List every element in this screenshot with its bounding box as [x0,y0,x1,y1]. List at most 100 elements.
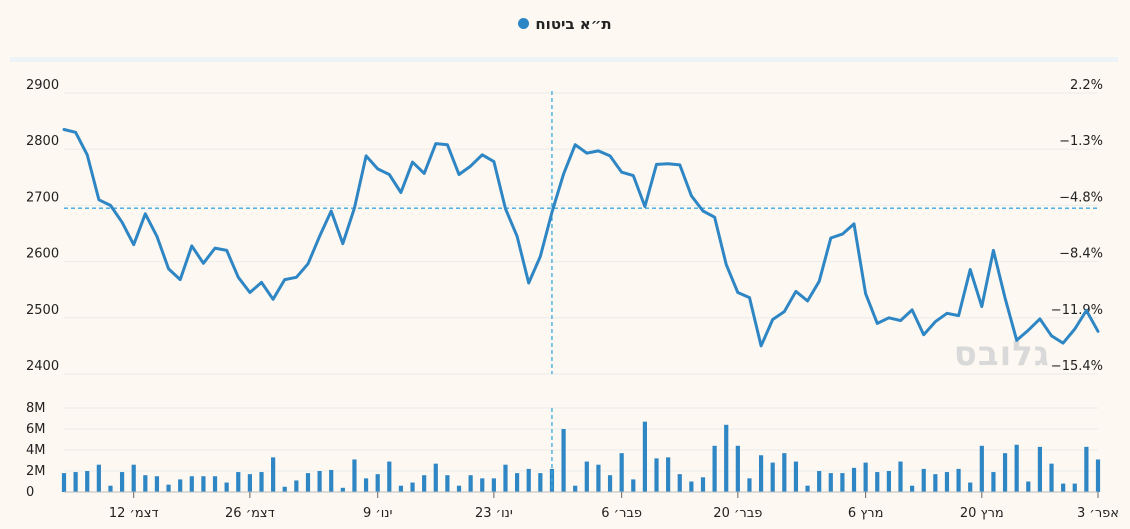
price-point[interactable] [131,242,137,248]
price-point[interactable] [1037,316,1043,322]
price-point[interactable] [990,247,996,253]
volume-bar[interactable] [1002,453,1008,492]
price-point[interactable] [235,274,241,280]
volume-bar[interactable] [480,478,485,492]
price-point[interactable] [584,150,590,156]
price-point[interactable] [1002,295,1008,301]
volume-bar[interactable] [410,482,415,492]
volume-bar[interactable] [724,424,729,492]
price-point[interactable] [642,204,648,210]
volume-bar[interactable] [433,463,438,492]
volume-bar[interactable] [515,473,520,492]
volume-bar[interactable] [1061,483,1066,492]
volume-bar[interactable] [921,468,926,492]
price-point[interactable] [874,320,880,326]
price-point[interactable] [154,233,160,239]
volume-bar[interactable] [793,461,799,492]
volume-bar[interactable] [735,445,740,492]
price-point[interactable] [119,219,125,225]
price-point[interactable] [805,298,811,304]
volume-bar[interactable] [782,453,787,492]
price-line[interactable] [62,128,1100,348]
price-point[interactable] [142,211,148,217]
volume-bar[interactable] [910,485,915,492]
price-point[interactable] [433,141,439,147]
price-point[interactable] [723,261,729,267]
volume-bar[interactable] [166,484,171,492]
price-point[interactable] [224,247,230,253]
price-point[interactable] [502,206,508,212]
price-point[interactable] [317,233,323,239]
price-point[interactable] [526,280,532,286]
price-point[interactable] [491,159,497,165]
price-point[interactable] [166,266,172,272]
price-point[interactable] [259,279,265,285]
price-point[interactable] [595,148,601,154]
volume-bar[interactable] [247,474,252,492]
volume-bar[interactable] [363,478,369,492]
volume-bar[interactable] [666,457,671,492]
volume-bar[interactable] [619,453,624,492]
volume-bar[interactable] [828,473,833,492]
price-point[interactable] [677,162,683,168]
volume-bar[interactable] [468,475,473,492]
price-point[interactable] [909,307,915,313]
volume-bar[interactable] [968,482,973,492]
price-point[interactable] [421,170,427,176]
price-point[interactable] [944,310,950,316]
price-point[interactable] [746,295,752,301]
price-point[interactable] [572,142,578,148]
volume-bar[interactable] [654,458,659,492]
volume-bar[interactable] [1049,463,1054,492]
price-point[interactable] [293,274,299,280]
price-point[interactable] [84,152,90,158]
volume-bar[interactable] [398,485,404,492]
volume-bar[interactable] [747,478,752,492]
price-point[interactable] [897,318,903,324]
price-point[interactable] [456,171,462,177]
price-point[interactable] [921,332,927,338]
volume-bar[interactable] [944,472,950,492]
price-point[interactable] [537,254,543,260]
price-point[interactable] [247,290,253,296]
volume-bar[interactable] [584,461,589,492]
price-point[interactable] [979,304,985,310]
volume-bar[interactable] [422,475,427,492]
volume-bar[interactable] [259,472,264,492]
volume-bar[interactable] [224,482,229,492]
volume-bar[interactable] [642,421,647,492]
price-point[interactable] [549,209,555,215]
volume-bar[interactable] [96,464,101,492]
volume-bar[interactable] [189,476,194,492]
price-point[interactable] [444,142,450,148]
price-point[interactable] [282,277,288,283]
price-point[interactable] [468,163,474,169]
price-point[interactable] [735,290,741,296]
price-point[interactable] [956,313,962,319]
price-point[interactable] [351,205,357,211]
volume-bar[interactable] [1037,446,1043,492]
volume-bar[interactable] [526,468,531,492]
volume-bar[interactable] [805,485,810,492]
volume-bar[interactable] [1095,459,1101,492]
volume-bar[interactable] [317,471,322,492]
volume-bar[interactable] [758,455,764,492]
price-point[interactable] [305,261,311,267]
volume-bar[interactable] [770,462,775,492]
volume-bar[interactable] [677,474,682,492]
volume-bar[interactable] [840,473,845,492]
volume-bar[interactable] [956,468,961,492]
price-point[interactable] [96,197,102,203]
price-point[interactable] [712,214,718,220]
volume-bar[interactable] [851,467,857,492]
volume-bar[interactable] [340,487,345,492]
volume-bar[interactable] [503,464,508,492]
price-point[interactable] [177,277,183,283]
volume-bar[interactable] [375,474,380,492]
volume-bar[interactable] [61,473,67,492]
volume-bar[interactable] [201,476,206,492]
price-point[interactable] [688,193,694,199]
volume-bar[interactable] [143,475,148,492]
price-point[interactable] [479,152,485,158]
